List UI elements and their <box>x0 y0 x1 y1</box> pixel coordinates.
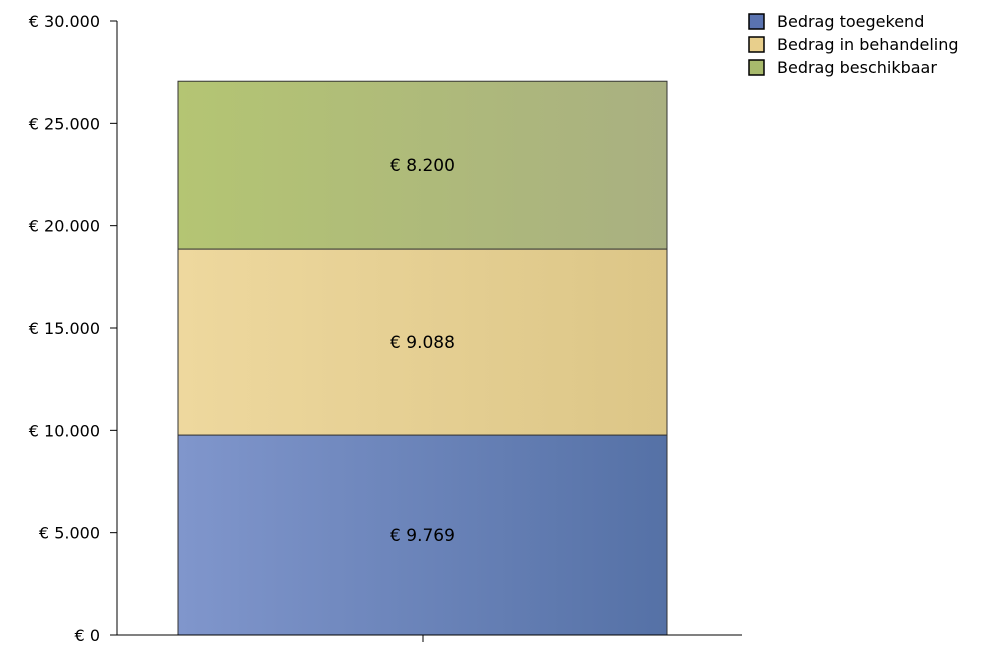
data-label-3: € 8.200 <box>390 156 455 176</box>
legend-label-1: Bedrag toegekend <box>777 12 924 31</box>
bar-segment-1 <box>177 434 668 636</box>
y-tick-label: € 5.000 <box>39 524 100 543</box>
legend-label-2: Bedrag in behandeling <box>777 35 959 54</box>
legend-swatch-2 <box>748 36 765 53</box>
bars-layer <box>177 80 668 636</box>
legend-swatch-3 <box>748 59 765 76</box>
legend-label-3: Bedrag beschikbaar <box>777 58 937 77</box>
y-tick-label: € 25.000 <box>29 114 100 133</box>
y-tick-label: € 10.000 <box>29 421 100 440</box>
y-tick-label: € 15.000 <box>29 319 100 338</box>
y-tick-label: € 30.000 <box>29 12 100 31</box>
y-tick-label: € 0 <box>75 626 100 645</box>
legend: Bedrag toegekend Bedrag in behandeling Bed… <box>748 12 959 77</box>
y-ticks-layer: € 0 € 5.000 € 10.000 € 15.000 € 20.000 € 25.0… <box>29 12 117 645</box>
bar-segment-2 <box>177 248 668 436</box>
data-label-2: € 9.088 <box>390 333 455 353</box>
data-label-1: € 9.769 <box>390 526 455 546</box>
legend-swatch-1 <box>748 13 765 30</box>
data-labels-layer: € 9.769 € 9.088 € 8.200 <box>390 156 455 546</box>
y-tick-label: € 20.000 <box>29 217 100 236</box>
bar-segment-3 <box>177 80 668 250</box>
